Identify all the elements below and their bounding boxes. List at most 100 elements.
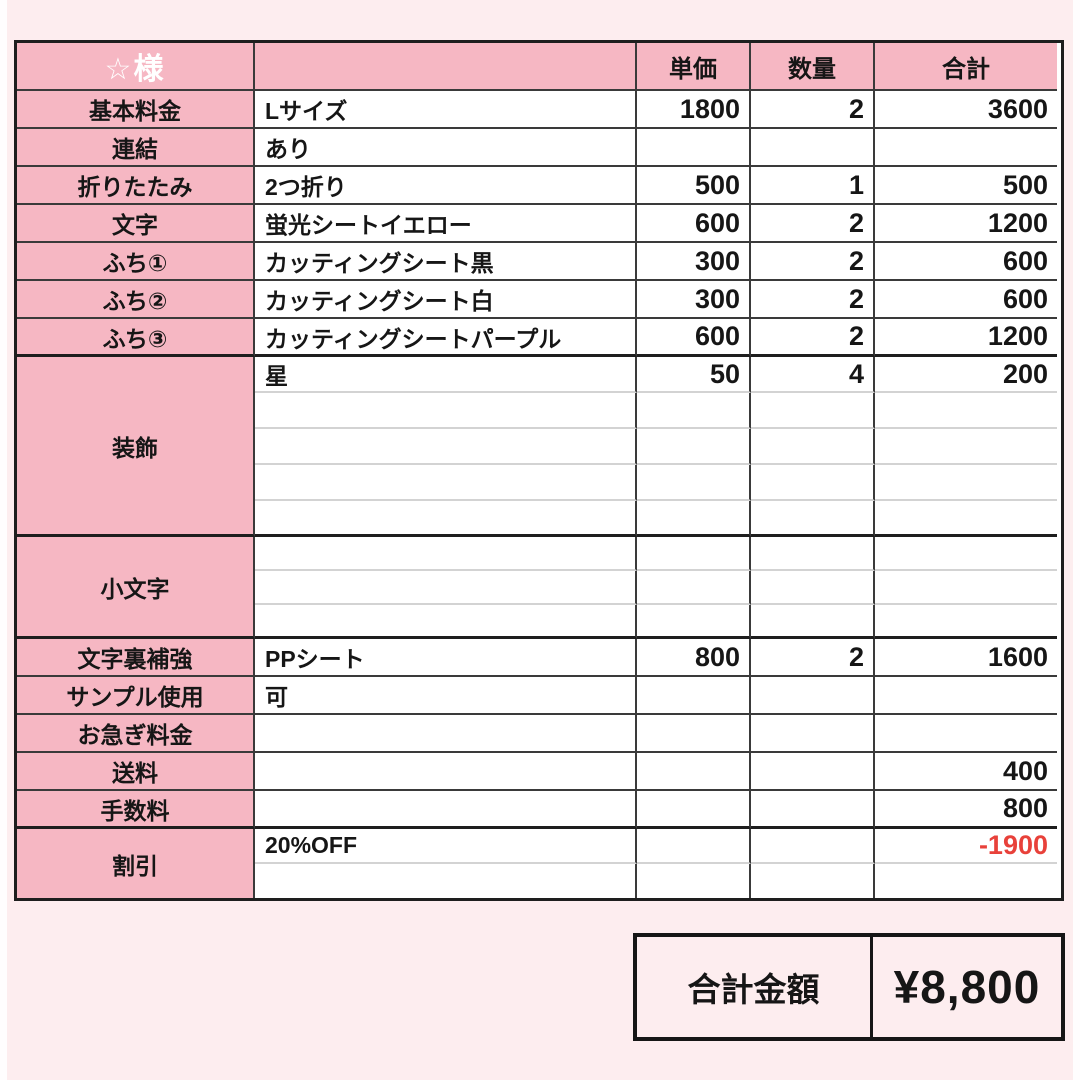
cell-quantity	[751, 791, 875, 829]
cell-total	[875, 501, 1057, 537]
row-label-discount: 割引	[17, 829, 255, 898]
row-label: ふち①	[17, 243, 255, 281]
cell-unit-price	[637, 677, 751, 715]
row-label: 折りたたみ	[17, 167, 255, 205]
cell-unit-price: 600	[637, 205, 751, 243]
row-label: 基本料金	[17, 91, 255, 129]
cell-desc	[255, 537, 637, 571]
cell-total: 1600	[875, 639, 1057, 677]
cell-quantity: 2	[751, 639, 875, 677]
cell-desc: カッティングシート白	[255, 281, 637, 319]
cell-unit-price	[637, 864, 751, 898]
cell-desc: 2つ折り	[255, 167, 637, 205]
cell-quantity	[751, 864, 875, 898]
row-label: ふち③	[17, 319, 255, 357]
cell-total	[875, 465, 1057, 501]
row-label: お急ぎ料金	[17, 715, 255, 753]
header-quantity: 数量	[751, 43, 875, 91]
cell-unit-price	[637, 791, 751, 829]
cell-quantity: 2	[751, 243, 875, 281]
price-table: ☆様 単価 数量 合計 基本料金 Lサイズ 1800 2 3600 連結 あり …	[14, 40, 1064, 901]
cell-total-discount: -1900	[875, 829, 1057, 864]
cell-quantity	[751, 829, 875, 864]
cell-unit-price: 300	[637, 243, 751, 281]
row-label-decoration: 装飾	[17, 357, 255, 537]
cell-unit-price	[637, 465, 751, 501]
cell-desc	[255, 864, 637, 898]
row-label: 手数料	[17, 791, 255, 829]
cell-desc: カッティングシート黒	[255, 243, 637, 281]
header-total: 合計	[875, 43, 1057, 91]
cell-unit-price: 1800	[637, 91, 751, 129]
row-label: ふち②	[17, 281, 255, 319]
cell-unit-price: 300	[637, 281, 751, 319]
row-label-small-text: 小文字	[17, 537, 255, 639]
cell-desc: 蛍光シートイエロー	[255, 205, 637, 243]
cell-total	[875, 677, 1057, 715]
cell-unit-price	[637, 753, 751, 791]
grand-total-label: 合計金額	[637, 937, 873, 1037]
cell-total	[875, 715, 1057, 753]
cell-desc: あり	[255, 129, 637, 167]
cell-quantity	[751, 715, 875, 753]
customer-name-cell: ☆様	[17, 43, 255, 91]
cell-desc	[255, 571, 637, 605]
cell-unit-price	[637, 393, 751, 429]
cell-total: 400	[875, 753, 1057, 791]
cell-quantity	[751, 465, 875, 501]
header-unit-price: 単価	[637, 43, 751, 91]
cell-quantity: 1	[751, 167, 875, 205]
right-edge-margin	[1073, 0, 1080, 1080]
cell-unit-price	[637, 605, 751, 639]
cell-quantity: 2	[751, 205, 875, 243]
cell-desc	[255, 501, 637, 537]
cell-unit-price: 500	[637, 167, 751, 205]
cell-desc: カッティングシートパープル	[255, 319, 637, 357]
cell-unit-price	[637, 501, 751, 537]
cell-total: 600	[875, 243, 1057, 281]
cell-quantity	[751, 501, 875, 537]
cell-desc	[255, 715, 637, 753]
cell-quantity: 2	[751, 319, 875, 357]
cell-unit-price	[637, 715, 751, 753]
cell-unit-price: 800	[637, 639, 751, 677]
cell-total: 1200	[875, 205, 1057, 243]
cell-total	[875, 129, 1057, 167]
cell-total: 3600	[875, 91, 1057, 129]
cell-total: 200	[875, 357, 1057, 393]
cell-quantity: 4	[751, 357, 875, 393]
cell-quantity	[751, 393, 875, 429]
cell-quantity	[751, 753, 875, 791]
cell-desc: PPシート	[255, 639, 637, 677]
cell-desc: 星	[255, 357, 637, 393]
cell-unit-price: 50	[637, 357, 751, 393]
cell-total: 800	[875, 791, 1057, 829]
cell-quantity	[751, 537, 875, 571]
cell-desc: 20%OFF	[255, 829, 637, 864]
cell-unit-price	[637, 537, 751, 571]
cell-quantity: 2	[751, 91, 875, 129]
cell-total	[875, 537, 1057, 571]
cell-quantity	[751, 129, 875, 167]
cell-desc	[255, 753, 637, 791]
cell-unit-price	[637, 829, 751, 864]
cell-total: 500	[875, 167, 1057, 205]
cell-total: 600	[875, 281, 1057, 319]
cell-desc	[255, 429, 637, 465]
row-label: 連結	[17, 129, 255, 167]
cell-desc	[255, 393, 637, 429]
row-label: 文字	[17, 205, 255, 243]
header-desc-cell	[255, 43, 637, 91]
cell-quantity	[751, 571, 875, 605]
row-label: 送料	[17, 753, 255, 791]
cell-quantity	[751, 605, 875, 639]
cell-total	[875, 605, 1057, 639]
cell-unit-price	[637, 571, 751, 605]
cell-desc	[255, 605, 637, 639]
cell-desc: Lサイズ	[255, 91, 637, 129]
left-edge-margin	[0, 0, 7, 1080]
cell-quantity	[751, 429, 875, 465]
cell-desc: 可	[255, 677, 637, 715]
cell-unit-price	[637, 129, 751, 167]
cell-quantity	[751, 677, 875, 715]
